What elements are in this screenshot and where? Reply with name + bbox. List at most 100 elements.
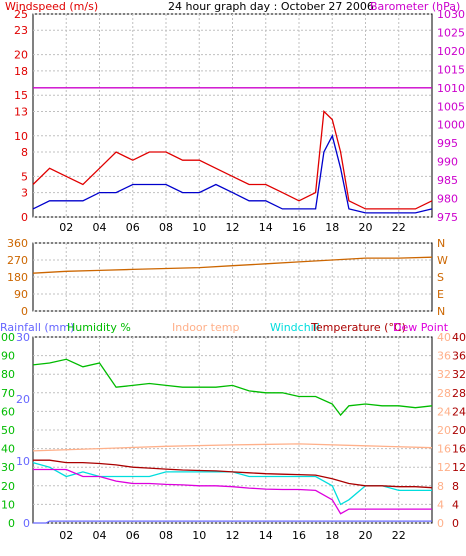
series-windavg bbox=[32, 133, 433, 214]
barometer-ytick: 1020 bbox=[437, 45, 465, 58]
barometer-ytick: 1015 bbox=[437, 63, 465, 76]
wind-ytick: 18 bbox=[14, 65, 28, 78]
series-windchill bbox=[32, 461, 432, 506]
humidity-ytick: 90 bbox=[1, 350, 15, 363]
humidity-ytick: 10 bbox=[1, 498, 15, 511]
wind-xtick: 02 bbox=[59, 221, 73, 234]
barometer-ytick: 1030 bbox=[437, 8, 465, 21]
wind-xtick: 08 bbox=[159, 221, 173, 234]
wind-ytick: 5 bbox=[21, 170, 28, 183]
wind-xtick: 04 bbox=[93, 221, 107, 234]
temp-xtick: 14 bbox=[259, 529, 273, 542]
barometer-ytick: 1005 bbox=[437, 100, 465, 113]
direction-ytick: 270 bbox=[7, 254, 28, 267]
indoortemp-ytick: 0 bbox=[437, 517, 444, 530]
barometer-ytick: 990 bbox=[437, 156, 458, 169]
temp-xtick: 10 bbox=[192, 529, 206, 542]
compass-tick: N bbox=[437, 305, 445, 318]
temp-ytick: 4 bbox=[452, 498, 459, 511]
temp-ytick: 28 bbox=[452, 387, 466, 400]
barometer-ytick: 1025 bbox=[437, 26, 465, 39]
temp-xtick: 16 bbox=[292, 529, 306, 542]
temp-xtick: 02 bbox=[59, 529, 73, 542]
series-windspeed bbox=[32, 109, 433, 210]
series-rainfall bbox=[33, 520, 432, 524]
temp-xtick: 04 bbox=[93, 529, 107, 542]
temp-ytick: 32 bbox=[452, 368, 466, 381]
rainfall-ytick: 10 bbox=[16, 455, 30, 468]
barometer-axis-title: Barometer (hPa) bbox=[370, 0, 460, 13]
direction-ytick: 90 bbox=[14, 288, 28, 301]
windspeed-axis-title: Windspeed (m/s) bbox=[5, 0, 98, 13]
legend-windchill: Windchill bbox=[270, 321, 320, 334]
temp-ytick: 0 bbox=[452, 517, 459, 530]
direction-ytick: 0 bbox=[21, 305, 28, 318]
series-temperature bbox=[33, 459, 433, 489]
direction-panel: 0 N 90 E 180 S 270 W 360 N bbox=[7, 237, 448, 318]
series-winddir bbox=[32, 256, 433, 274]
wind-ytick: 20 bbox=[14, 49, 28, 62]
temp-ytick: 36 bbox=[452, 350, 466, 363]
legend-indoortemp: Indoor temp bbox=[172, 321, 239, 334]
wind-ytick: 0 bbox=[21, 211, 28, 224]
barometer-ytick: 985 bbox=[437, 174, 458, 187]
indoortemp-ytick: 28 bbox=[437, 387, 451, 400]
temp-ytick: 24 bbox=[452, 405, 466, 418]
series-dewpoint bbox=[33, 468, 432, 515]
wind-ytick: 23 bbox=[14, 24, 28, 37]
rainfall-ytick: 0 bbox=[23, 517, 30, 530]
chart-title: 24 hour graph day : October 27 2006 bbox=[168, 0, 374, 13]
wind-ytick: 13 bbox=[14, 105, 28, 118]
humidity-ytick: 70 bbox=[1, 387, 15, 400]
wind-ytick: 10 bbox=[14, 130, 28, 143]
wind-xtick: 06 bbox=[126, 221, 140, 234]
humidity-ytick: 40 bbox=[1, 443, 15, 456]
legend-dewpoint: Dew Point bbox=[393, 321, 449, 334]
series-humidity bbox=[32, 358, 433, 417]
temp-ytick: 16 bbox=[452, 443, 466, 456]
humidity-ytick: 0 bbox=[8, 517, 15, 530]
barometer-ytick: 1010 bbox=[437, 82, 465, 95]
humidity-ytick: 60 bbox=[1, 405, 15, 418]
direction-ytick: 180 bbox=[7, 271, 28, 284]
temp-xtick: 18 bbox=[325, 529, 339, 542]
temp-xtick: 08 bbox=[159, 529, 173, 542]
humidity-ytick: 80 bbox=[1, 368, 15, 381]
wind-xtick: 12 bbox=[226, 221, 240, 234]
wind-ytick: 8 bbox=[21, 146, 28, 159]
barometer-ytick: 975 bbox=[437, 211, 458, 224]
indoortemp-ytick: 16 bbox=[437, 443, 451, 456]
temp-ytick: 8 bbox=[452, 480, 459, 493]
compass-tick: W bbox=[437, 254, 448, 267]
barometer-ytick: 1000 bbox=[437, 119, 465, 132]
legend-temperature: Temperature (°C) bbox=[310, 321, 406, 334]
wind-xtick: 16 bbox=[292, 221, 306, 234]
rainfall-ytick: 30 bbox=[16, 331, 30, 344]
wind-ytick: 3 bbox=[21, 187, 28, 200]
barometer-ytick: 995 bbox=[437, 137, 458, 150]
wind-xtick: 14 bbox=[259, 221, 273, 234]
compass-tick: E bbox=[437, 288, 444, 301]
series-indoortemp bbox=[32, 443, 433, 452]
indoortemp-ytick: 4 bbox=[437, 498, 444, 511]
humidity-ytick: 20 bbox=[1, 480, 15, 493]
wind-xtick: 18 bbox=[325, 221, 339, 234]
indoortemp-ytick: 40 bbox=[437, 331, 451, 344]
wind-ytick: 15 bbox=[14, 89, 28, 102]
compass-tick: N bbox=[437, 237, 445, 250]
temp-ytick: 20 bbox=[452, 424, 466, 437]
indoortemp-ytick: 12 bbox=[437, 461, 451, 474]
temp-xtick: 12 bbox=[226, 529, 240, 542]
wind-ytick: 25 bbox=[14, 8, 28, 21]
direction-ytick: 360 bbox=[7, 237, 28, 250]
wind-xtick: 22 bbox=[392, 221, 406, 234]
legend-rainfall: Rainfall (mm) bbox=[0, 321, 74, 334]
wind-xtick: 10 bbox=[192, 221, 206, 234]
temp-xtick: 20 bbox=[359, 529, 373, 542]
humidity-ytick: 50 bbox=[1, 424, 15, 437]
indoortemp-ytick: 32 bbox=[437, 368, 451, 381]
compass-tick: S bbox=[437, 271, 444, 284]
indoortemp-ytick: 36 bbox=[437, 350, 451, 363]
temp-ytick: 40 bbox=[452, 331, 466, 344]
temperature-panel: 0102030405060708090100010203000448812121… bbox=[0, 331, 466, 542]
